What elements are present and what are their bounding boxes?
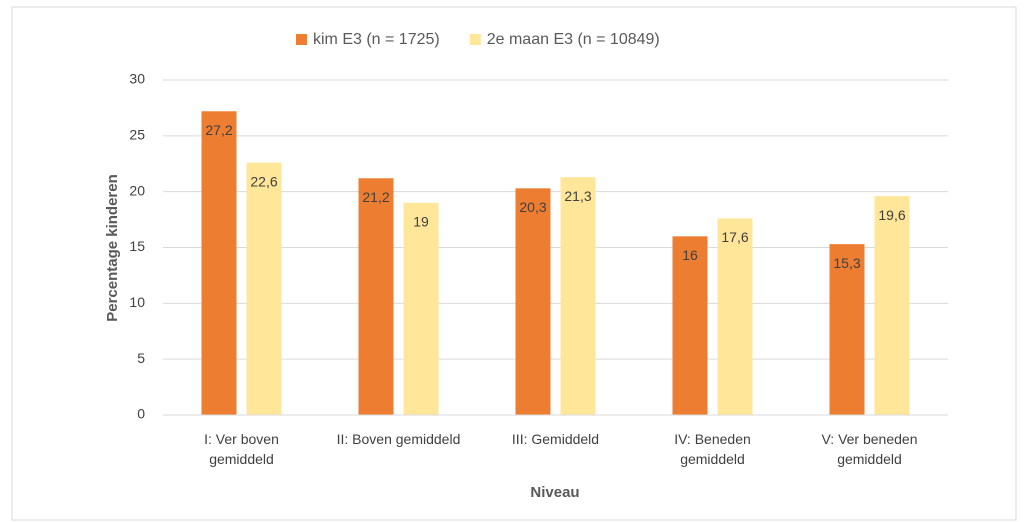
y-tick-label: 20 [129,182,145,198]
data-label: 27,2 [205,122,232,138]
legend-swatch [469,34,481,45]
bar [874,196,910,415]
data-label: 21,3 [564,188,591,204]
data-label: 16 [682,247,698,263]
legend-swatch [296,34,307,45]
y-tick-label: 0 [137,406,145,422]
x-tick-label: III: Gemiddeld [511,431,600,447]
bar [515,188,551,415]
bar [829,244,865,415]
data-label: 17,6 [721,229,748,245]
bar [672,236,708,415]
y-tick-label: 30 [129,71,145,87]
bar [403,202,439,415]
bar [246,162,282,415]
y-tick-label: 10 [129,294,145,310]
x-axis-title: Niveau [530,484,579,501]
x-tick-label: I: Ver boven gemiddeld [204,431,279,467]
bar [201,111,237,416]
data-label: 22,6 [250,173,277,189]
y-axis-title: Percentage kinderen [104,174,121,322]
x-tick-label: V: Ver beneden gemiddeld [821,431,918,467]
y-tick-label: 5 [137,350,145,366]
x-tick-label: IV: Beneden gemiddeld [674,431,751,467]
data-label: 19 [413,214,429,230]
data-label: 15,3 [833,255,860,271]
legend-label: 2e maan E3 (n = 10849) [487,31,660,48]
data-label: 19,6 [878,207,905,223]
bar [560,177,596,415]
data-label: 21,2 [362,189,389,205]
bar [358,178,394,415]
y-tick-label: 25 [129,127,145,143]
y-tick-label: 15 [129,238,145,254]
data-label: 20,3 [519,199,546,215]
bar [717,218,753,415]
legend-label: kim E3 (n = 1725) [313,31,440,48]
x-tick-label: II: Boven gemiddeld [336,431,461,447]
